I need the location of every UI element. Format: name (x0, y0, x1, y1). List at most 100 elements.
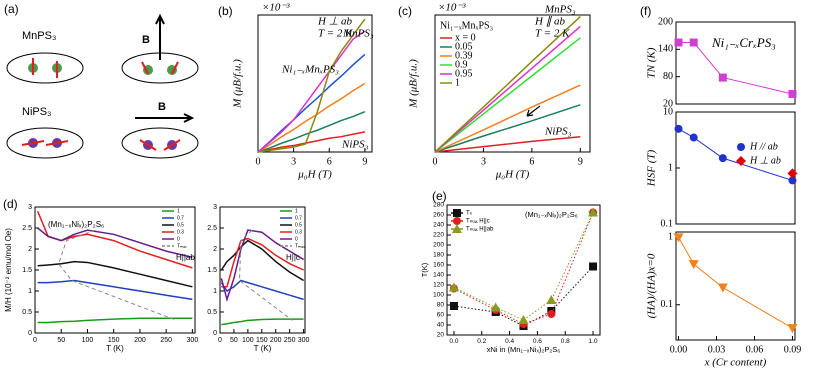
legend-label: x = 0 (455, 32, 476, 43)
x-tick-label: 0.8 (561, 338, 570, 345)
field-label: B (142, 34, 150, 46)
annotation: T = 2 K (318, 28, 353, 40)
x-axis-label: xNi in (Mn₁₋ₓNiₓ)₂P₂S₆ (487, 345, 561, 354)
series-line (257, 53, 366, 153)
y-tick-label: 280 (433, 202, 444, 209)
x-tick-label: 6 (327, 156, 332, 167)
y-tick-label: 2 (213, 246, 217, 253)
y-tick-label: 0.5 (207, 309, 217, 316)
series-line (221, 318, 304, 326)
plot-frame (434, 14, 591, 153)
y-tick-label: 160 (433, 262, 444, 269)
spin (141, 61, 179, 75)
legend-label: 0.7 (295, 215, 302, 221)
y-tick-label: 100 (433, 292, 444, 299)
annotation: H ⊥ ab (317, 16, 353, 28)
x-axis-label: T (K) (254, 344, 272, 353)
legend-label: Tₘₐₓ H||c (466, 219, 490, 225)
annotation: H||ab (176, 253, 195, 262)
x-tick-label: 100 (82, 337, 94, 344)
legend-label: 0 (295, 236, 298, 242)
series-line (221, 237, 304, 288)
marker (787, 324, 798, 334)
marker (448, 282, 459, 292)
y-tick-label: 80 (663, 71, 673, 82)
pointer-arrow (526, 105, 541, 117)
y-tick-label: 2.5 (22, 225, 32, 232)
y-tick-label: 140 (658, 44, 673, 55)
x-tick-label: 250 (284, 337, 296, 344)
plot-frame (675, 231, 796, 341)
series-line (678, 42, 793, 95)
x-tick-label: 150 (256, 337, 268, 344)
y-tick-label: 140 (433, 272, 444, 279)
y-tick-label: 0.1 (661, 299, 674, 310)
y-axis-label: HSF (T) (646, 149, 658, 187)
y-axis-label: M/H (10⁻² emu/mol Oe) (4, 228, 13, 312)
marker (689, 133, 698, 142)
series-line (37, 227, 193, 259)
x-tick-label: 100 (242, 337, 254, 344)
legend-label: Tₘₐₓ (295, 243, 305, 249)
annotation: ×10⁻³ (438, 2, 466, 14)
series-line (37, 279, 193, 301)
legend-label: H // ab (749, 141, 778, 152)
legend-label: 0.5 (295, 222, 302, 228)
series-line (678, 128, 793, 181)
x-tick-label: 300 (187, 337, 199, 344)
y-tick-label: 180 (433, 252, 444, 259)
y-tick-label: 0.5 (22, 309, 32, 316)
x-axis-label: T (K) (106, 344, 124, 353)
y-tick-label: 80 (437, 302, 445, 309)
marker (788, 176, 797, 185)
ellipse (6, 52, 84, 84)
y-axis-label: (HA)/(HA)x=0 (646, 253, 658, 318)
panel-label: (d) (3, 197, 18, 211)
legend-label: 0 (177, 236, 180, 242)
marker (718, 73, 727, 82)
series-line (434, 37, 581, 153)
x-tick-label: 9 (362, 156, 367, 167)
x-tick-label: 0 (33, 337, 37, 344)
x-axis-label: μ₀H (T) (297, 169, 332, 181)
marker (788, 89, 797, 98)
x-tick-label: 0.09 (784, 344, 802, 355)
series-line (257, 111, 366, 153)
legend-label: 0.39 (455, 50, 473, 61)
x-tick-label: 3 (481, 156, 486, 167)
y-tick-label: 10 (663, 106, 673, 117)
y-tick-label: 0 (213, 330, 217, 337)
annotation: (Mn₁₋ₓNiₓ)₂P₂S₆ (48, 220, 104, 229)
legend-label: 1 (455, 77, 460, 88)
x-tick-label: 50 (230, 337, 238, 344)
marker (490, 302, 501, 312)
marker (718, 154, 727, 163)
y-tick-label: 200 (658, 16, 673, 27)
x-tick-label: 0 (433, 156, 438, 167)
x-tick-label: 50 (57, 337, 65, 344)
material-label: NiPS₃ (22, 106, 52, 118)
ellipse (6, 127, 84, 159)
series-line (678, 237, 793, 329)
x-tick-label: 250 (160, 337, 172, 344)
x-tick-label: 0.4 (505, 338, 514, 345)
y-axis-label: M (μB/f.u.) (232, 59, 244, 109)
plot-frame (675, 111, 796, 225)
annotation: T = 2 K (535, 28, 570, 40)
y-tick-label: 120 (433, 282, 444, 289)
x-tick-label: 0 (218, 337, 222, 344)
series-line (220, 279, 304, 301)
y-tick-label: 1 (213, 288, 217, 295)
x-tick-label: 300 (298, 337, 310, 344)
y-tick-label: 2 (28, 246, 32, 253)
y-tick-label: 1.5 (207, 267, 217, 274)
annotation: ×10⁻³ (262, 2, 290, 14)
series-line (257, 82, 366, 153)
marker (688, 260, 699, 270)
y-axis-label: M (μB/f.u.) (408, 59, 420, 109)
legend-label: H ⊥ ab (749, 155, 781, 166)
ellipse (121, 127, 199, 159)
y-tick-label: 60 (437, 312, 445, 319)
annotation: Ni₁₋ₓMnₓPS₃ (281, 64, 339, 76)
